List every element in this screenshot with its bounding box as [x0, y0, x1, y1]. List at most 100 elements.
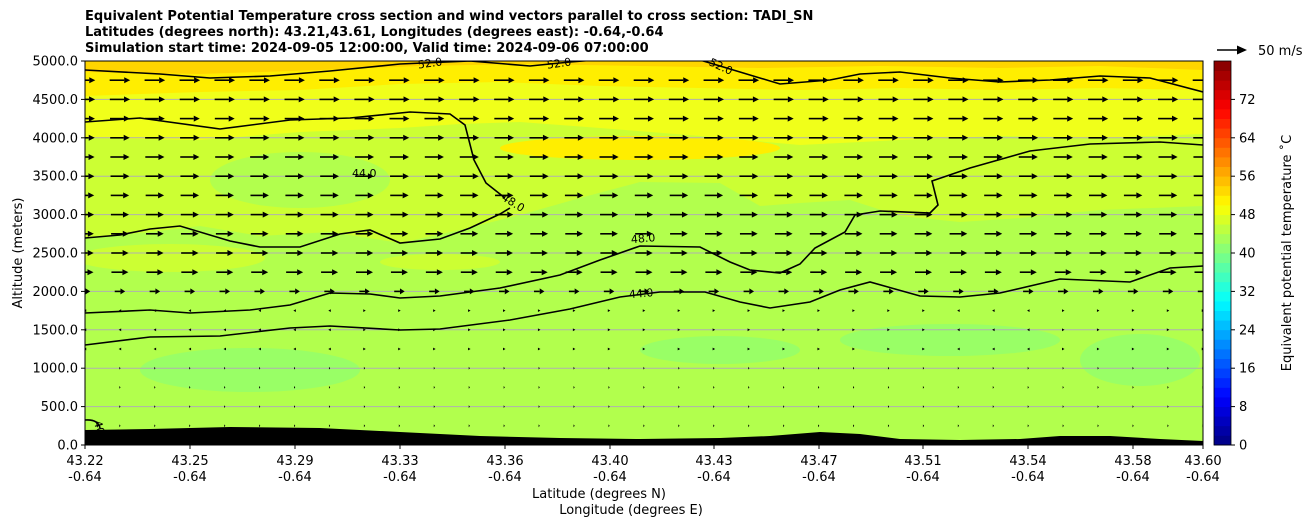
wind-vector: [817, 328, 820, 332]
wind-vector: [887, 347, 890, 351]
wind-vector: [154, 366, 156, 370]
wind-vector-head: [786, 230, 793, 237]
wind-vector-head: [1207, 77, 1213, 83]
wind-vector-head: [926, 269, 932, 276]
wind-vector: [328, 328, 331, 332]
x-tick-label-lon: -0.64: [173, 470, 207, 485]
colorbar-segment: [1214, 291, 1231, 302]
wind-vector-head: [716, 269, 723, 276]
wind-vector-head: [1206, 250, 1212, 256]
wind-vector-head: [854, 288, 859, 295]
wind-vector-head: [507, 154, 514, 160]
wind-vector: [572, 309, 576, 312]
wind-vector-head: [508, 134, 514, 141]
x-tick-label-lon: -0.64: [697, 470, 731, 485]
wind-vector-head: [1066, 230, 1073, 237]
colorbar: [1214, 61, 1231, 446]
wind-vector-head: [367, 173, 374, 180]
wind-vector: [608, 386, 610, 389]
wind-vector: [363, 347, 366, 351]
wind-vector: [1132, 424, 1134, 428]
wind-vector: [1096, 347, 1100, 351]
colorbar-ticks: 0 8 16 24 32 40 48 56 64 72: [1231, 93, 1256, 454]
wind-vector-head: [926, 230, 933, 237]
chart-title: Equivalent Potential Temperature cross s…: [85, 9, 813, 57]
colorbar-segment: [1214, 281, 1231, 292]
wind-vector-head: [1168, 288, 1174, 295]
wind-vector: [1027, 366, 1029, 370]
wind-vector-head: [193, 173, 200, 180]
wind-vector-head: [262, 269, 269, 276]
wind-vector: [957, 309, 960, 312]
wind-vector-head: [892, 96, 899, 103]
wind-vector-head: [123, 134, 130, 141]
wind-vector-head: [507, 173, 514, 180]
wind-vector-head: [332, 269, 339, 276]
wind-vector-head: [1031, 211, 1038, 218]
wind-vector-head: [891, 173, 898, 180]
x-tick-label-lon: -0.64: [1116, 470, 1150, 485]
wind-vector-head: [1133, 288, 1139, 295]
wind-vector-head: [1063, 288, 1069, 295]
wind-vector: [922, 405, 925, 408]
wind-vector-head: [681, 211, 688, 218]
wind-vector: [887, 328, 890, 332]
wind-vector: [713, 366, 715, 370]
wind-vector-head: [1101, 192, 1108, 199]
wind-vector: [747, 309, 751, 312]
wind-vector-head: [437, 173, 444, 180]
wind-vector: [572, 347, 576, 351]
wind-vector-head: [192, 269, 199, 276]
wind-vector: [1027, 405, 1029, 408]
wind-vector-head: [996, 173, 1003, 180]
wind-vector: [293, 347, 296, 351]
wind-vector-head: [124, 96, 131, 103]
wind-vector-head: [821, 269, 828, 276]
wind-vector: [363, 424, 366, 428]
wind-vector-head: [646, 250, 653, 256]
wind-vector-head: [228, 96, 235, 103]
wind-vector: [818, 424, 820, 428]
wind-vector-head: [365, 288, 370, 295]
wind-vector-head: [473, 134, 480, 141]
wind-vector-head: [542, 154, 549, 160]
wind-vector-head: [647, 192, 654, 199]
wind-vector-head: [87, 250, 94, 256]
wind-vector: [258, 328, 261, 332]
wind-vector-head: [1170, 269, 1177, 276]
wind-vector-head: [714, 288, 720, 295]
colorbar-segment: [1214, 368, 1231, 379]
wind-vector-head: [717, 173, 724, 180]
wind-vector-head: [1066, 192, 1073, 199]
wind-vector-head: [577, 154, 584, 160]
wind-vector-head: [403, 115, 410, 122]
wind-vector-head: [504, 288, 510, 295]
wind-vector: [293, 328, 296, 332]
wind-vector-head: [88, 211, 95, 218]
wind-vector-head: [298, 154, 305, 160]
wind-vector-head: [1031, 154, 1038, 160]
wind-vector: [1167, 366, 1169, 370]
x-tick-label-lon: -0.64: [802, 470, 836, 485]
wind-vector: [853, 366, 855, 370]
wind-vector-head: [401, 269, 408, 276]
wind-vector-head: [437, 154, 444, 160]
wind-vector: [992, 309, 995, 312]
wind-vector: [468, 405, 470, 408]
wind-vector-head: [996, 230, 1003, 237]
wind-vector: [678, 366, 680, 370]
wind-vector-head: [717, 134, 724, 141]
wind-vector-head: [612, 115, 619, 122]
wind-vector-head: [787, 134, 794, 141]
wind-vector-head: [576, 230, 583, 237]
wind-vector: [1062, 309, 1065, 312]
wind-vector-head: [717, 192, 724, 199]
wind-vector-head: [646, 230, 653, 237]
wind-vector-head: [1171, 192, 1178, 199]
wind-vector: [992, 424, 994, 428]
wind-vector-head: [752, 173, 759, 180]
wind-vector-head: [471, 250, 478, 256]
wind-vector: [468, 328, 471, 332]
wind-vector: [782, 309, 785, 312]
wind-vector-head: [402, 211, 409, 218]
